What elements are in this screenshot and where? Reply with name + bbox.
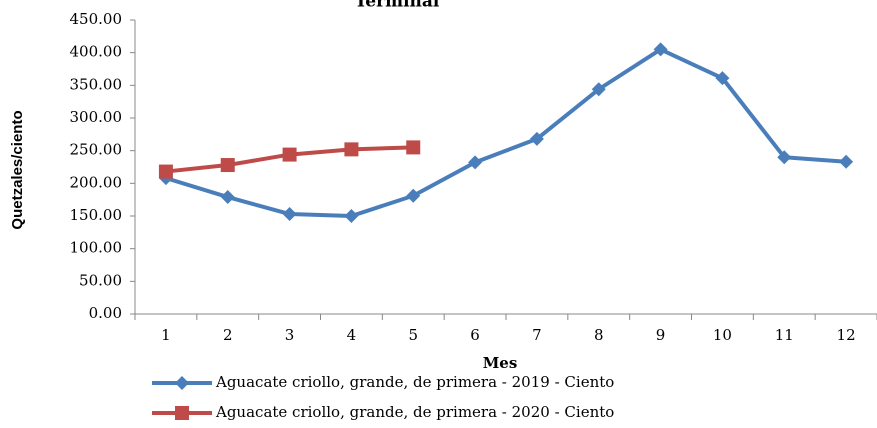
- data-point: [282, 207, 297, 222]
- y-tick-label: 200.00: [70, 173, 123, 191]
- data-point: [158, 164, 173, 179]
- data-point: [406, 140, 421, 155]
- chart-title: Terminal: [355, 0, 440, 12]
- legend-marker: [175, 376, 189, 390]
- data-point: [777, 150, 792, 165]
- series-line: [165, 47, 847, 218]
- data-point: [715, 71, 730, 86]
- legend-marker: [175, 406, 189, 420]
- data-point: [344, 142, 359, 157]
- data-point: [282, 147, 297, 162]
- data-point: [220, 158, 235, 173]
- x-tick-label: 2: [223, 326, 233, 344]
- data-point: [529, 131, 544, 146]
- data-point: [468, 155, 483, 170]
- y-tick-label: 400.00: [70, 43, 123, 61]
- x-tick-label: 9: [656, 326, 666, 344]
- y-tick-label: 150.00: [70, 206, 123, 224]
- x-tick-label: 3: [285, 326, 295, 344]
- data-point: [344, 209, 359, 223]
- data-point: [220, 190, 235, 205]
- y-tick-label: 50.00: [79, 271, 122, 289]
- x-tick-label: 5: [408, 326, 418, 344]
- data-point: [839, 154, 854, 169]
- x-tick-label: 1: [161, 326, 171, 344]
- x-tick-label: 11: [775, 326, 794, 344]
- legend-label: Aguacate criollo, grande, de primera - 2…: [215, 403, 614, 421]
- x-tick-label: 7: [532, 326, 542, 344]
- y-tick-label: 0.00: [89, 304, 122, 322]
- legend-label: Aguacate criollo, grande, de primera - 2…: [215, 373, 614, 391]
- x-tick-label: 12: [837, 326, 856, 344]
- y-tick-label: 450.00: [70, 10, 123, 28]
- x-tick-label: 6: [470, 326, 480, 344]
- x-tick-label: 8: [594, 326, 604, 344]
- y-tick-label: 350.00: [70, 75, 123, 93]
- y-tick-label: 100.00: [70, 239, 123, 257]
- data-point: [591, 82, 606, 97]
- x-tick-label: 4: [347, 326, 357, 344]
- y-axis-title: Quetzales/ciento: [9, 110, 26, 229]
- x-tick-label: 10: [713, 326, 732, 344]
- y-tick-label: 250.00: [70, 141, 123, 159]
- x-axis-title: Mes: [483, 354, 518, 372]
- data-point: [653, 42, 668, 57]
- data-point: [406, 188, 421, 203]
- y-tick-label: 300.00: [70, 108, 123, 126]
